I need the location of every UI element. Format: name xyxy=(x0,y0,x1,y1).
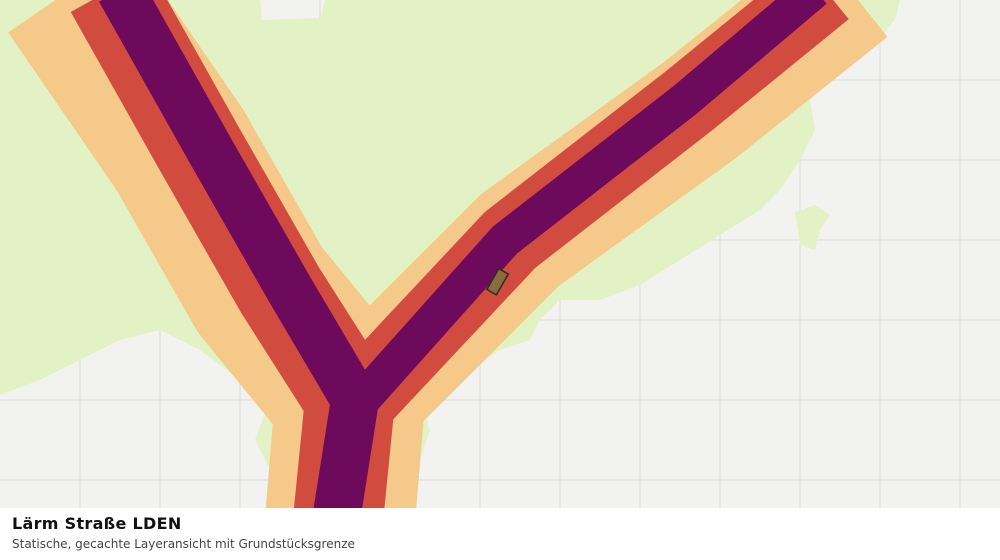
noise-band-high xyxy=(348,0,827,412)
layer-subtitle: Statische, gecachte Layeransicht mit Gru… xyxy=(12,537,355,551)
noise-bands xyxy=(8,0,888,508)
noise-band-high xyxy=(99,0,379,508)
caption-bar: Lärm Straße LDEN Statische, gecachte Lay… xyxy=(0,508,1000,560)
layer-title: Lärm Straße LDEN xyxy=(12,514,182,533)
noise-map[interactable] xyxy=(0,0,1000,508)
parcel-boundary[interactable] xyxy=(485,267,510,296)
